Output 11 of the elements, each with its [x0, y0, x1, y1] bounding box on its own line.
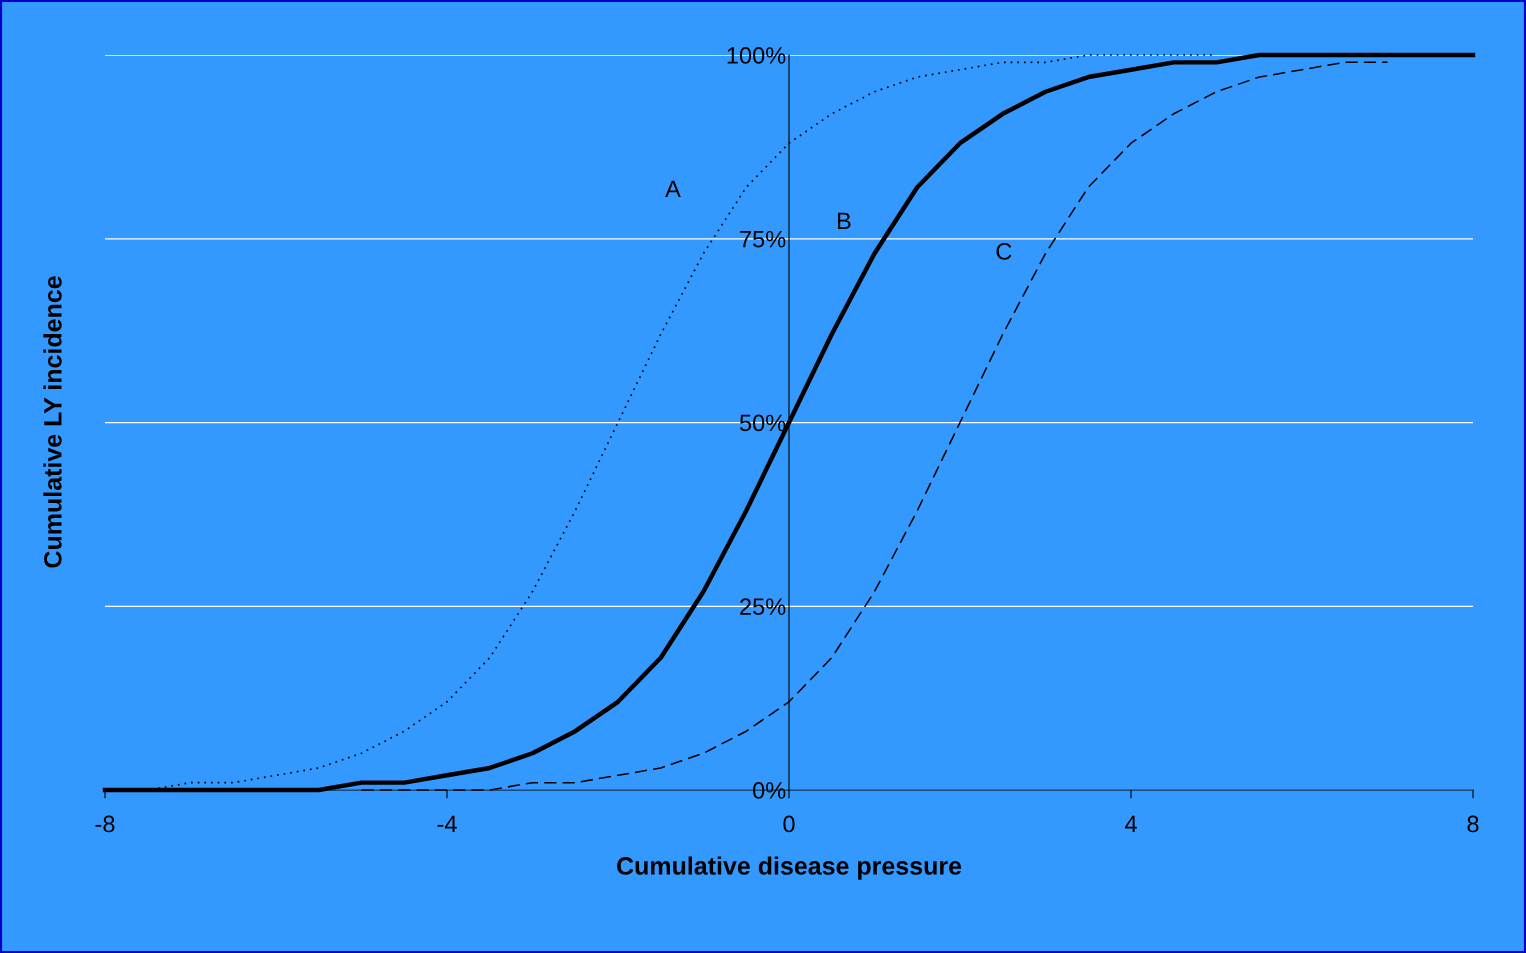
series-label: B: [838, 212, 851, 229]
x-tick-label: -8: [95, 815, 115, 833]
y-axis-title: Cumulative LY incidence: [43, 276, 62, 568]
x-tick-label: 8: [1467, 815, 1479, 833]
x-tick-label: 4: [1124, 815, 1137, 833]
y-tick-label: 0%: [753, 782, 786, 799]
series-label: C: [996, 243, 1012, 260]
x-axis-title: Cumulative disease pressure: [617, 856, 962, 880]
x-tick-label: -4: [437, 815, 457, 833]
text: A: [665, 180, 681, 198]
x-tick-label: 0: [783, 815, 795, 833]
